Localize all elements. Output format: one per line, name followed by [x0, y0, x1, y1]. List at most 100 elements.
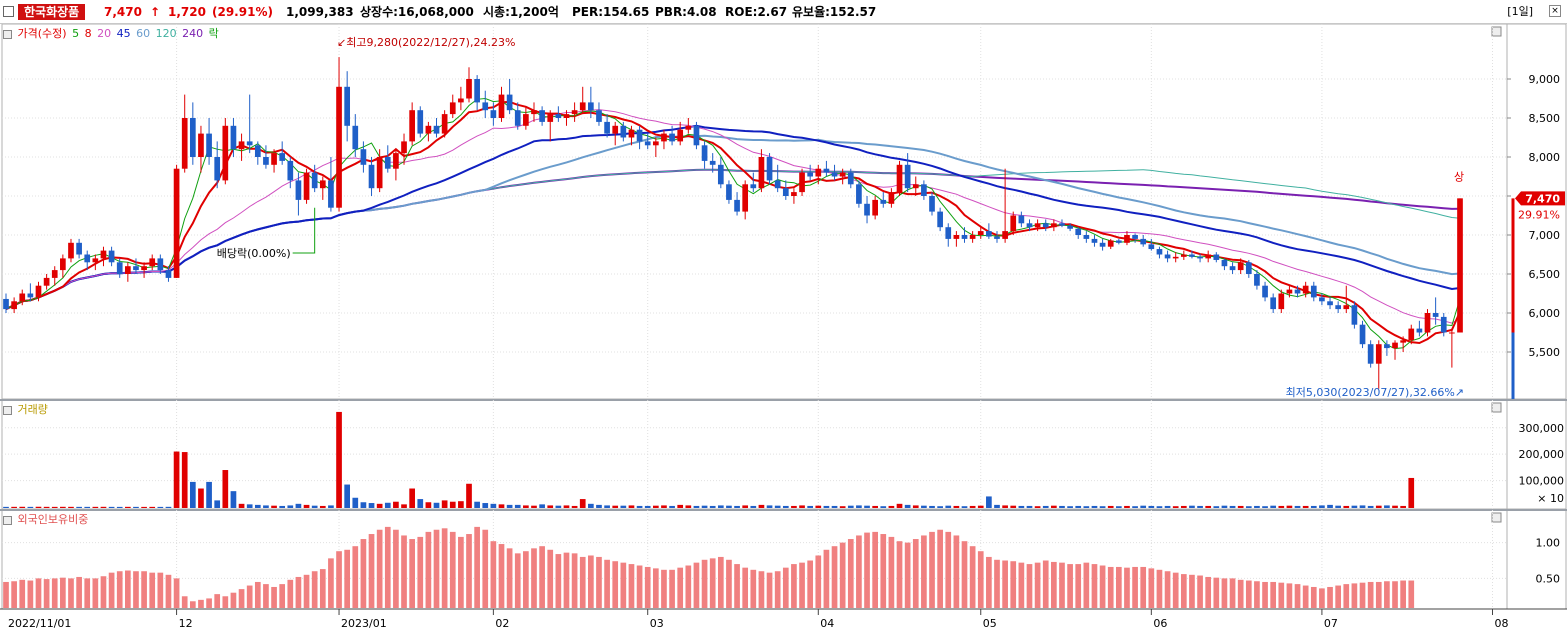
candle-body: [206, 133, 212, 157]
foreign-bar: [1197, 575, 1203, 608]
volume-bar: [449, 501, 456, 508]
foreign-bar: [279, 584, 286, 608]
foreign-legend: 외국인보유비중: [3, 511, 90, 527]
candle-body: [588, 102, 594, 111]
current-price: 7,470: [104, 5, 142, 19]
volume-bar: [839, 506, 846, 508]
candle-body: [1449, 332, 1455, 334]
volume-bar: [1180, 505, 1187, 508]
foreign-bar: [368, 534, 375, 608]
candle-body: [1115, 240, 1122, 243]
foreign-bar: [1075, 564, 1082, 608]
candle-body: [60, 258, 66, 271]
volume-bar: [1408, 477, 1415, 508]
foreign-bar: [912, 539, 919, 608]
foreign-bar: [612, 561, 619, 608]
foreign-bar: [165, 574, 172, 608]
candle-body: [1067, 225, 1073, 229]
period-selector[interactable]: [1일]: [1507, 5, 1533, 18]
volume-bar: [238, 503, 245, 508]
volume-bar: [1335, 505, 1341, 508]
foreign-bar: [644, 566, 651, 608]
select-checkbox[interactable]: [3, 6, 14, 17]
volume-bar: [1221, 505, 1228, 508]
candle-body: [1026, 223, 1033, 228]
foreign-bar: [1302, 585, 1309, 608]
axis-frame: [1506, 509, 1567, 610]
candle-body: [506, 94, 513, 111]
candle-body: [766, 157, 773, 181]
candle-body: [51, 270, 58, 278]
candle-body: [157, 258, 164, 271]
foreign-bar: [1270, 581, 1277, 608]
candle-body: [758, 157, 765, 189]
foreign-bar: [303, 574, 310, 608]
volume-bar: [880, 506, 887, 508]
foreign-bar: [677, 567, 684, 608]
candle-body: [189, 118, 196, 157]
volume-bar: [1189, 505, 1195, 508]
foreign-tick-label: 0.50: [1536, 572, 1561, 585]
ex-rights-label: 락: [208, 27, 219, 40]
candle-body: [523, 114, 529, 126]
foreign-bar: [750, 569, 757, 608]
volume-bar: [1091, 505, 1098, 508]
volume-bar: [271, 505, 277, 508]
volume-bar: [3, 506, 9, 508]
volume-bar: [466, 483, 472, 508]
foreign-bar: [295, 576, 302, 608]
foreign-bar: [3, 581, 9, 608]
foreign-bar: [1034, 562, 1041, 608]
candle-body: [458, 98, 464, 103]
volume-bar: [693, 505, 700, 508]
candle-body: [466, 79, 472, 99]
candle-body: [384, 157, 391, 169]
volume-bar: [441, 500, 448, 508]
foreign-bar: [864, 532, 870, 608]
candle-body: [742, 184, 749, 212]
volume-bar: [945, 505, 952, 508]
candle-body: [1392, 342, 1398, 349]
foreign-bar: [271, 586, 277, 608]
candle-body: [986, 231, 992, 237]
volume-bar: [766, 505, 773, 508]
volume-bar: [303, 504, 310, 508]
foreign-bar: [1367, 581, 1374, 608]
foreign-bar: [1254, 581, 1260, 608]
volume-bar: [888, 505, 895, 508]
candle-body: [1457, 198, 1463, 333]
ma45-label: 45: [116, 27, 131, 40]
volume-bar: [295, 503, 302, 508]
stock-name[interactable]: 한국화장품: [18, 4, 86, 20]
foreign-bar: [474, 526, 480, 608]
foreign-bar: [669, 569, 675, 608]
candle-body: [1107, 240, 1114, 247]
foreign-bar: [76, 576, 82, 608]
candle-body: [856, 184, 862, 204]
candle-body: [68, 242, 74, 259]
foreign-bar: [1359, 582, 1366, 608]
volume-bar: [726, 505, 732, 508]
foreign-bar: [401, 535, 407, 608]
candle-body: [1335, 305, 1341, 310]
volume-bar: [133, 506, 139, 508]
volume-bar: [1229, 505, 1236, 508]
candle-body: [1294, 289, 1301, 294]
candle-body: [1034, 223, 1041, 228]
foreign-bar: [1051, 561, 1057, 608]
foreign-bar: [1042, 560, 1049, 608]
candle-body: [831, 172, 838, 177]
volume-bar: [1083, 506, 1090, 508]
foreign-bar: [482, 529, 489, 608]
foreign-bar: [596, 556, 602, 608]
candle-body: [141, 266, 147, 271]
ma8-label: 8: [84, 27, 92, 40]
close-icon[interactable]: ×: [1549, 5, 1561, 17]
volume-bar: [125, 506, 131, 508]
volume-bar: [368, 503, 375, 508]
foreign-bar: [254, 581, 261, 608]
stock-chart[interactable]: 5,5006,0006,5007,0007,5008,0008,5009,000…: [0, 24, 1567, 630]
volume-bar: [1099, 506, 1106, 508]
foreign-bar: [661, 569, 667, 608]
foreign-bar: [896, 541, 903, 608]
